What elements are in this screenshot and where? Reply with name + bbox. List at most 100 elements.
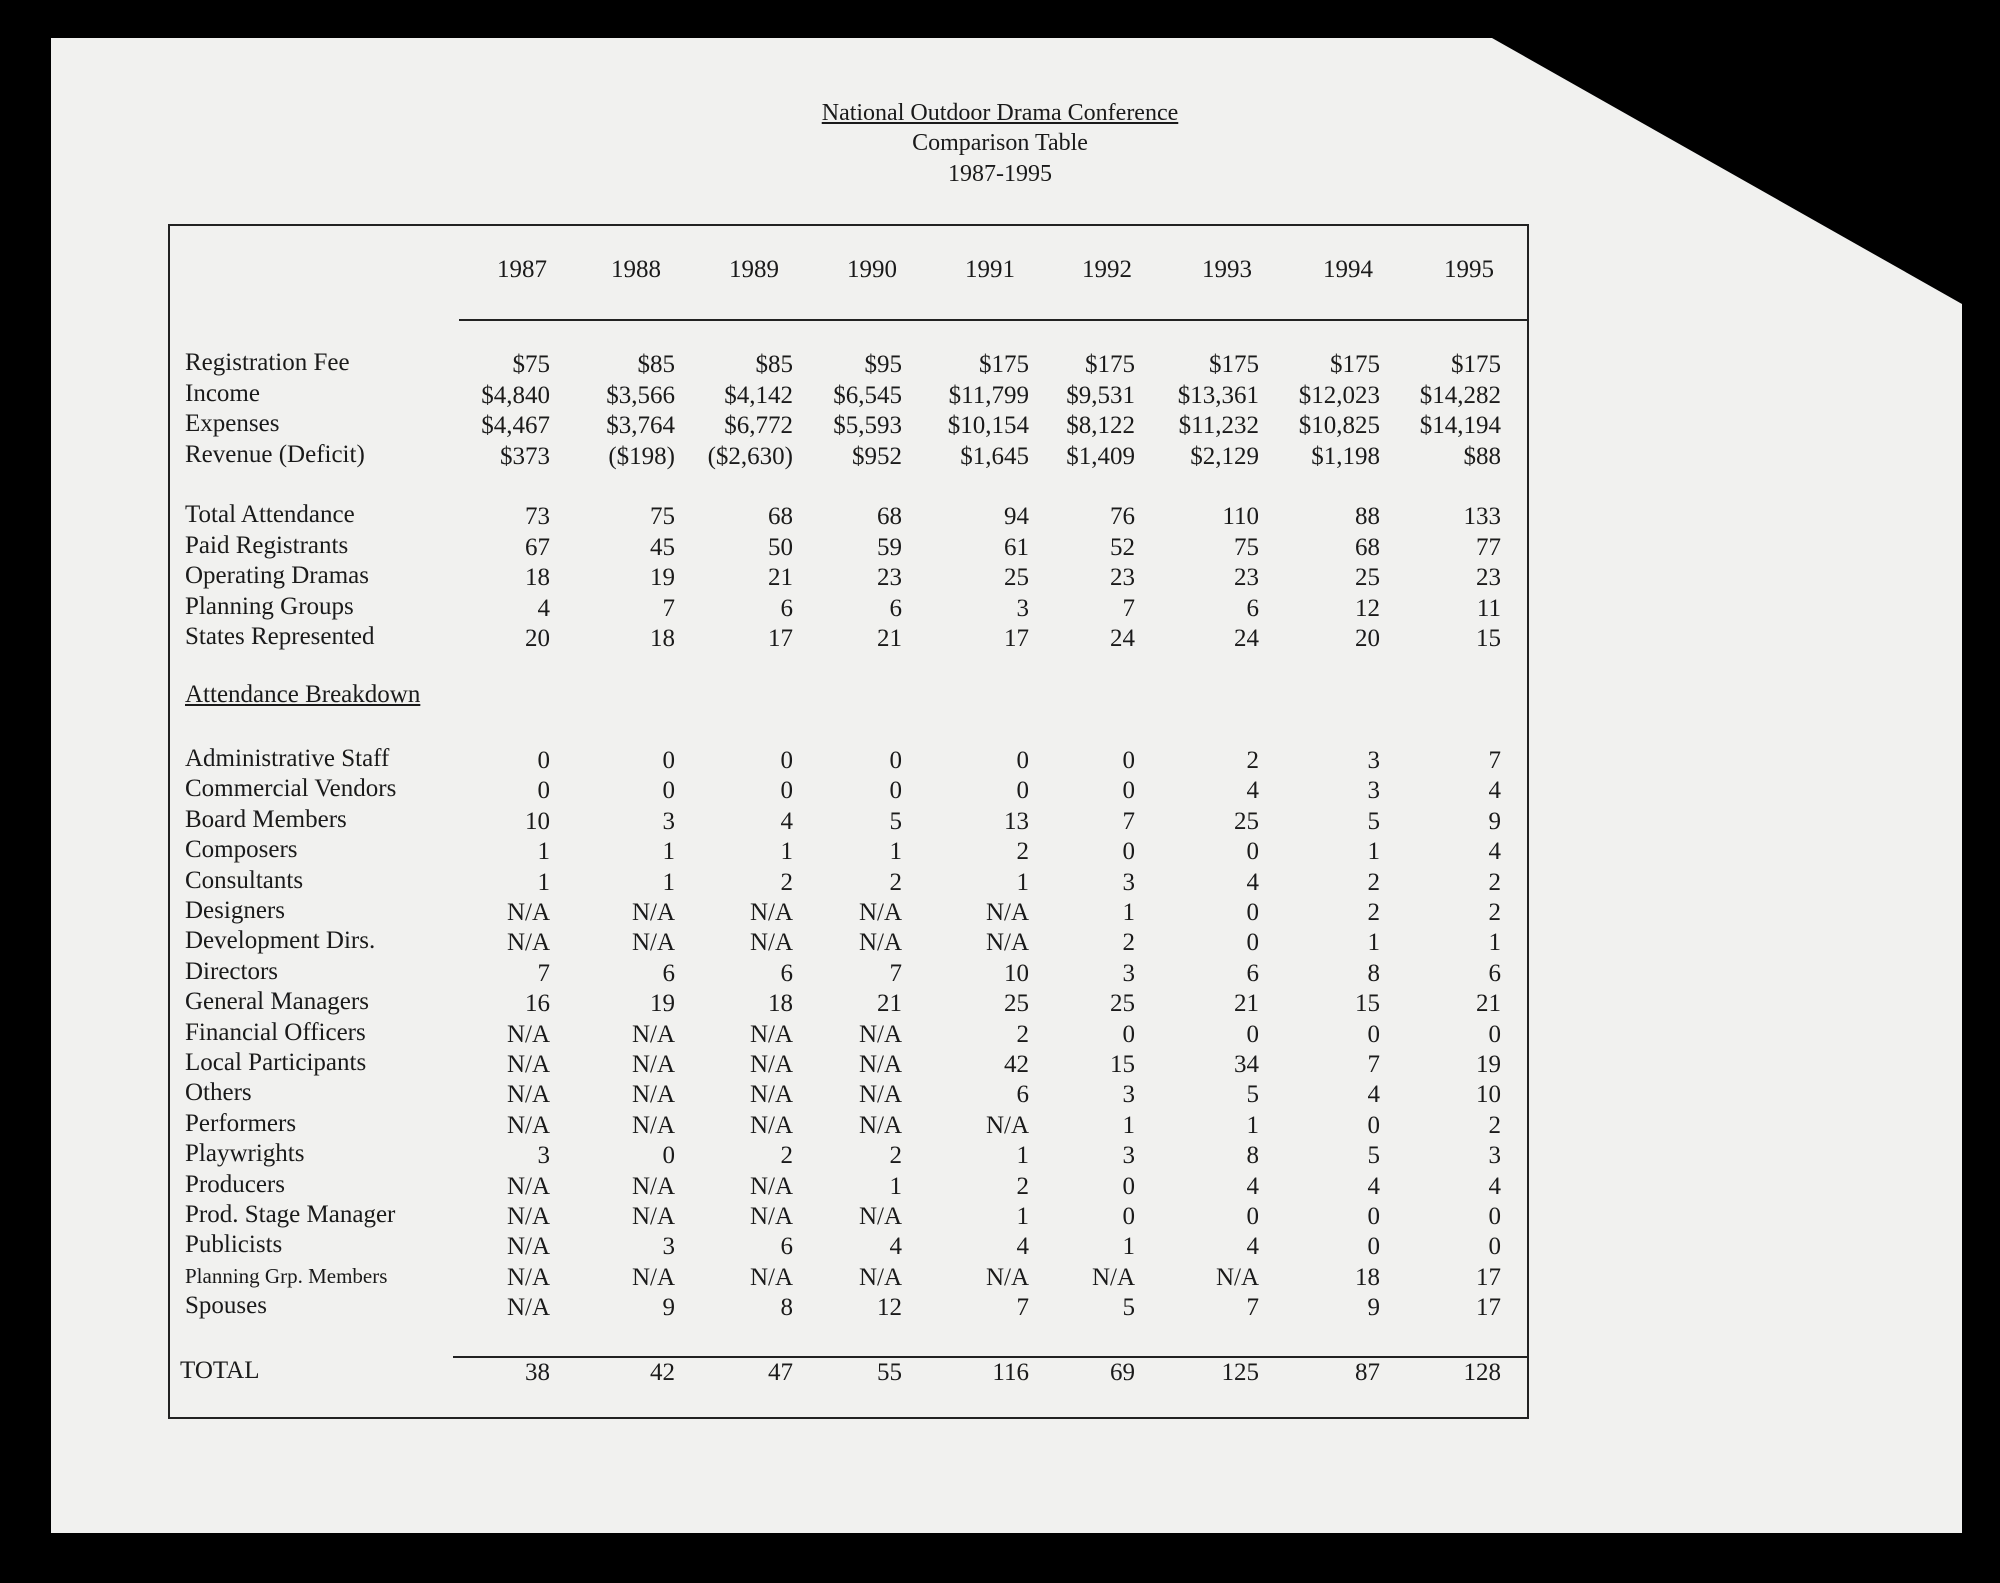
table-cell: 7: [1246, 1294, 1260, 1322]
table-cell: 10: [1476, 1081, 1501, 1109]
year-header: 1995: [1444, 256, 1494, 283]
table-cell: 18: [768, 990, 793, 1018]
table-cell: 8: [780, 1294, 794, 1322]
table-cell: 23: [1110, 564, 1135, 591]
table-cell: 4: [889, 1233, 903, 1261]
table-cell: 24: [1110, 625, 1135, 652]
table-cell: 19: [650, 564, 675, 591]
table-cell: N/A: [985, 1263, 1029, 1291]
table-cell: $88: [1463, 442, 1502, 470]
row-label: Planning Grp. Members: [185, 1263, 388, 1288]
table-cell: 5: [1367, 807, 1381, 835]
total-rule: [453, 1356, 1527, 1358]
table-cell: 18: [1355, 1263, 1380, 1291]
table-cell: N/A: [506, 1172, 550, 1200]
table-cell: 2: [1367, 899, 1381, 926]
table-cell: 0: [1488, 1233, 1502, 1261]
table-cell: 21: [1476, 990, 1501, 1018]
table-cell: 4: [1246, 1172, 1260, 1200]
table-cell: ($198): [608, 442, 675, 470]
table-cell: 67: [525, 533, 550, 561]
row-label: Paid Registrants: [185, 531, 349, 559]
year-header: 1993: [1202, 256, 1252, 283]
table-cell: $95: [864, 351, 903, 378]
table-cell: 0: [1122, 1020, 1136, 1048]
table-cell: N/A: [631, 1081, 675, 1109]
table-cell: 4: [1488, 777, 1502, 805]
year-header: 1991: [965, 256, 1015, 283]
table-cell: 23: [877, 564, 902, 591]
table-cell: N/A: [858, 1051, 902, 1078]
table-cell: 5: [889, 807, 903, 835]
total-cell: 69: [1110, 1359, 1135, 1386]
row-label: Composers: [185, 836, 298, 864]
table-cell: 2: [1246, 747, 1260, 774]
table-cell: 19: [1476, 1051, 1501, 1078]
table-cell: 3: [537, 1142, 551, 1170]
table-cell: 4: [537, 594, 551, 622]
table-cell: $4,467: [481, 412, 550, 439]
table-cell: 20: [1355, 625, 1380, 652]
year-header: 1994: [1323, 256, 1373, 283]
table-cell: 24: [1234, 625, 1259, 652]
table-cell: 1: [1122, 899, 1136, 926]
row-label: Prod. Stage Manager: [185, 1201, 396, 1228]
table-cell: 1: [1488, 929, 1502, 957]
table-cell: N/A: [506, 1081, 550, 1109]
table-cell: $175: [979, 351, 1029, 378]
table-cell: $952: [852, 442, 902, 470]
table-cell: 2: [1016, 1020, 1030, 1048]
table-cell: 18: [650, 625, 675, 652]
table-cell: 2: [1488, 1111, 1502, 1139]
table-cell: N/A: [631, 1051, 675, 1078]
table-cell: 0: [1122, 838, 1136, 866]
table-cell: N/A: [858, 929, 902, 957]
table-cell: 52: [1110, 533, 1135, 561]
table-cell: 18: [525, 564, 550, 591]
table-cell: 4: [780, 807, 794, 835]
total-label: TOTAL: [180, 1357, 260, 1384]
table-cell: N/A: [858, 1203, 902, 1230]
table-cell: 0: [1016, 747, 1030, 774]
row-label: Others: [185, 1079, 252, 1107]
table-cell: 3: [1367, 777, 1381, 805]
table-cell: 23: [1476, 564, 1501, 591]
table-cell: 0: [537, 747, 551, 774]
table-cell: 16: [525, 990, 550, 1018]
year-header: 1987: [497, 256, 547, 283]
table-cell: 15: [1476, 625, 1501, 652]
table-cell: $175: [1330, 351, 1380, 378]
row-label: Income: [185, 379, 260, 407]
table-cell: 7: [537, 959, 551, 987]
table-cell: 77: [1476, 533, 1501, 561]
table-cell: 0: [1122, 747, 1136, 774]
table-cell: N/A: [506, 1051, 550, 1078]
table-cell: 6: [1246, 959, 1260, 987]
document-page: [51, 38, 1962, 1533]
table-cell: N/A: [749, 1111, 793, 1139]
table-cell: 1: [537, 838, 551, 866]
table-cell: 15: [1110, 1051, 1135, 1078]
table-cell: 4: [1367, 1172, 1381, 1200]
total-cell: 47: [768, 1359, 793, 1386]
table-cell: 0: [1246, 929, 1260, 957]
table-cell: 1: [662, 838, 676, 866]
table-cell: 17: [1004, 625, 1029, 652]
total-cell: 38: [525, 1359, 550, 1386]
table-cell: 2: [1488, 899, 1502, 926]
table-cell: 21: [877, 625, 902, 652]
table-cell: N/A: [749, 899, 793, 926]
table-cell: $8,122: [1066, 412, 1135, 439]
total-cell: 116: [992, 1359, 1029, 1386]
table-cell: 17: [768, 625, 793, 652]
table-cell: 3: [1122, 959, 1136, 987]
table-cell: 4: [1367, 1081, 1381, 1109]
table-cell: 110: [1222, 503, 1259, 530]
table-cell: $373: [500, 442, 550, 470]
table-cell: N/A: [506, 929, 550, 957]
table-cell: 0: [1367, 1020, 1381, 1048]
table-cell: 8: [1246, 1142, 1260, 1170]
table-cell: 13: [1004, 807, 1029, 835]
table-cell: 45: [650, 533, 675, 561]
table-cell: N/A: [858, 1081, 902, 1109]
